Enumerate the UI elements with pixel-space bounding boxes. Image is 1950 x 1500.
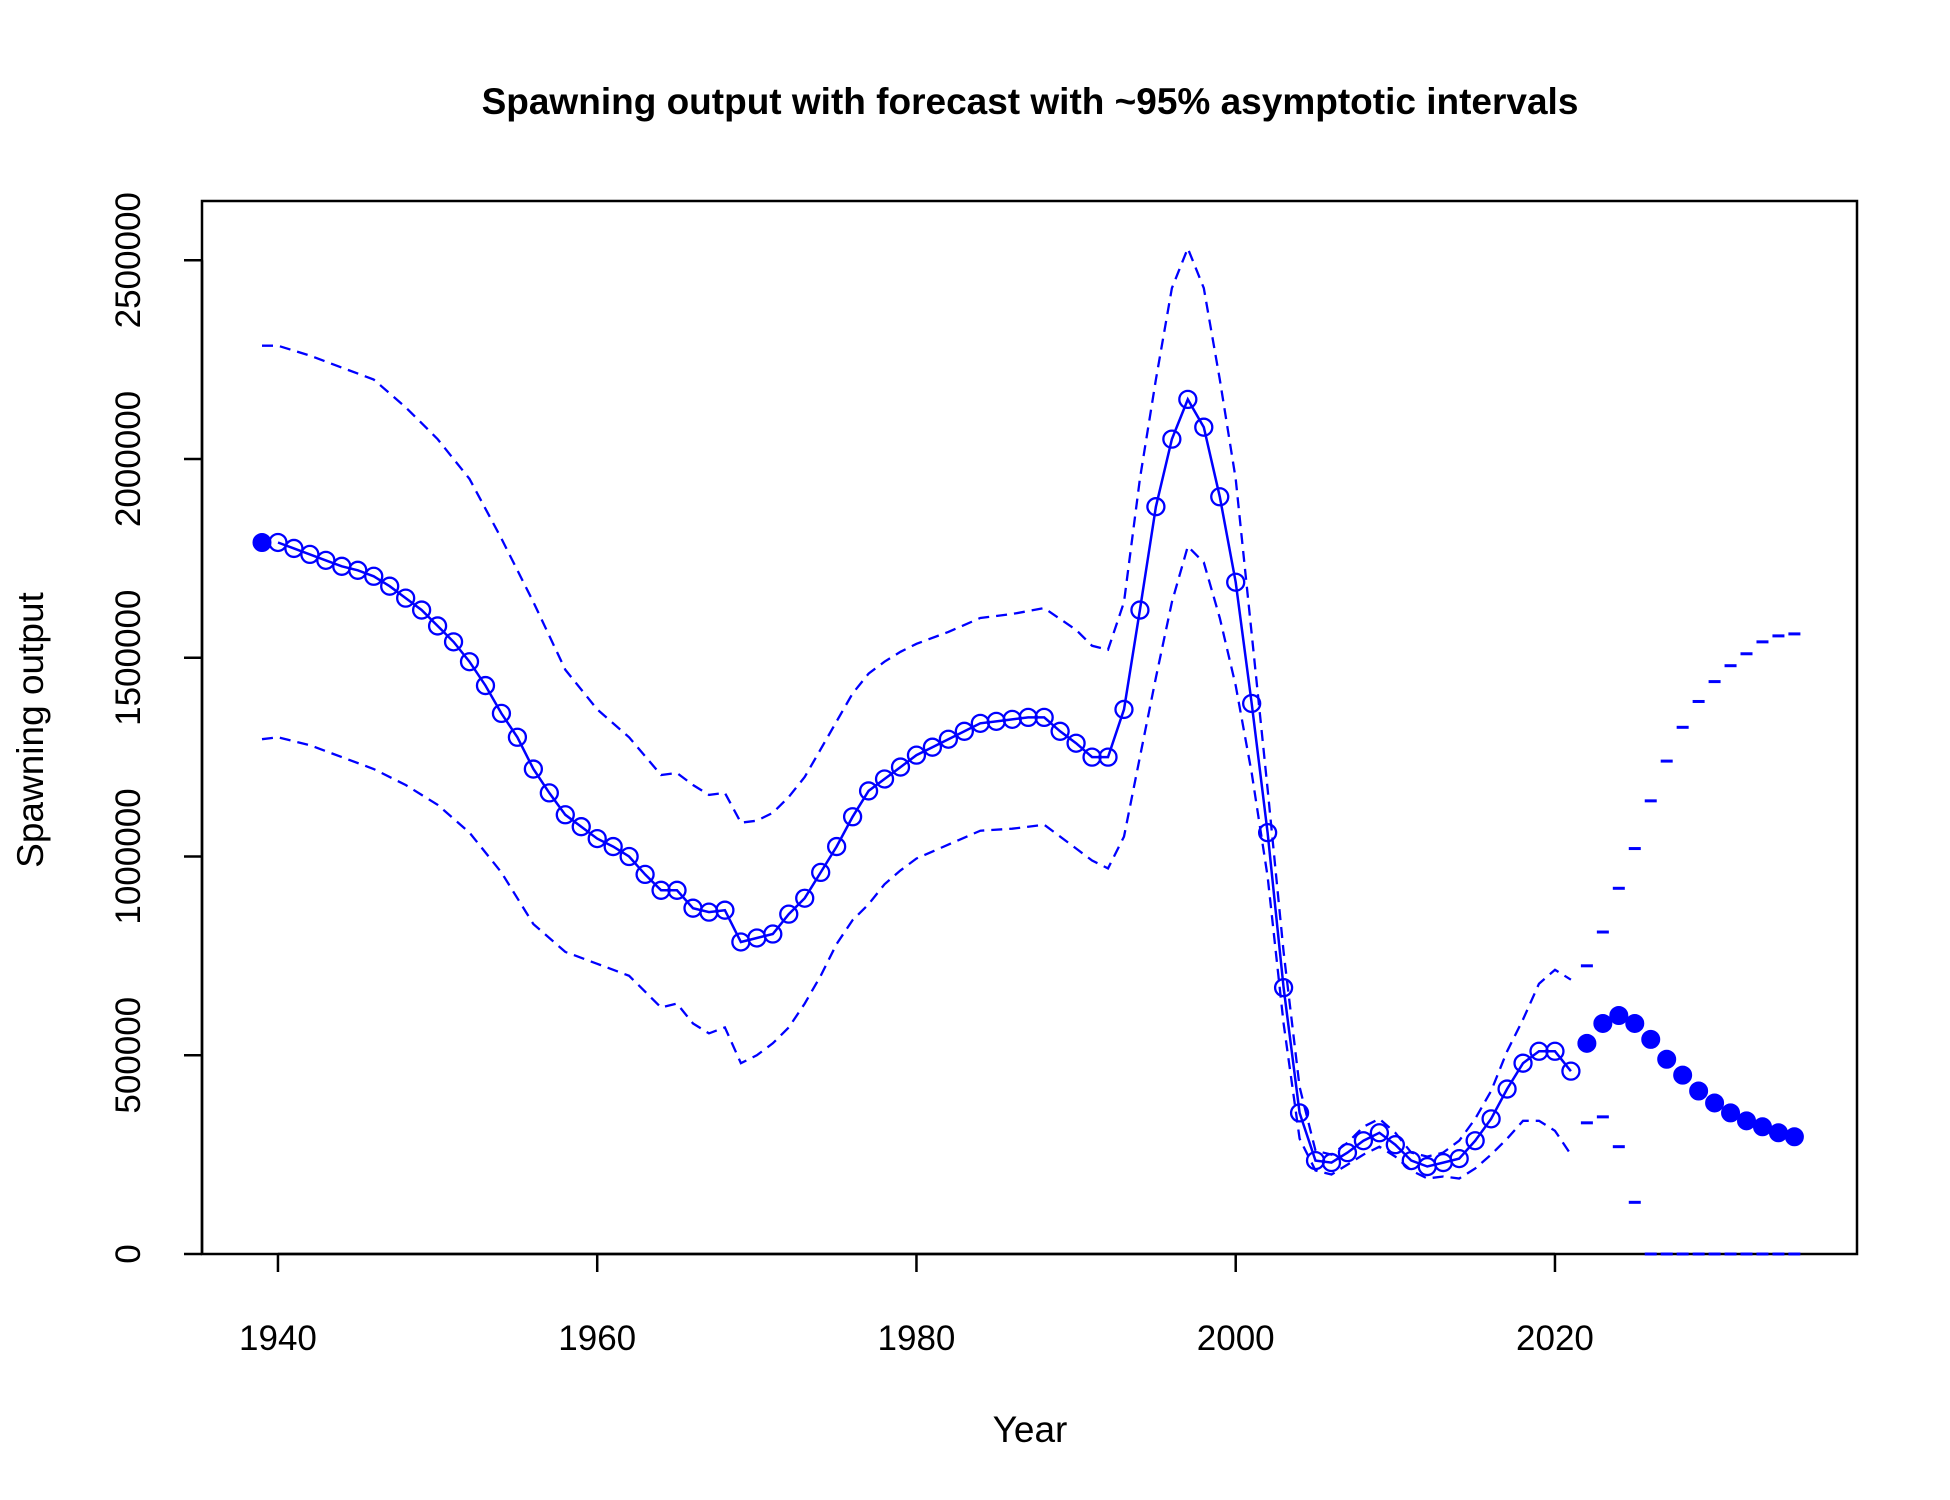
estimate-point bbox=[1449, 1148, 1469, 1169]
y-axis-label: Spawning output bbox=[10, 591, 51, 867]
forecast-point bbox=[1625, 1013, 1645, 1033]
estimate-point bbox=[667, 880, 687, 900]
chart-title: Spawning output with forecast with ~95% … bbox=[482, 81, 1579, 122]
x-tick-label: 1960 bbox=[558, 1319, 636, 1358]
estimate-point bbox=[1273, 978, 1294, 998]
estimate-point bbox=[555, 805, 575, 825]
estimate-point bbox=[475, 675, 496, 696]
estimate-point bbox=[1513, 1053, 1533, 1073]
estimate-point bbox=[763, 924, 783, 944]
estimate-line bbox=[277, 396, 1572, 1168]
estimate-point bbox=[1289, 1103, 1310, 1123]
estimate-point bbox=[1050, 721, 1070, 741]
estimate-point bbox=[1178, 389, 1198, 410]
estimate-point bbox=[443, 632, 464, 652]
forecast-point bbox=[1721, 1103, 1741, 1123]
estimate-point bbox=[523, 759, 544, 779]
series-layer bbox=[252, 245, 1804, 1256]
estimate-point bbox=[779, 904, 799, 924]
estimate-point bbox=[1242, 693, 1262, 714]
estimate-point bbox=[1226, 572, 1246, 592]
estimate-point bbox=[603, 836, 623, 857]
estimate-point bbox=[1545, 1041, 1565, 1061]
plot-frame bbox=[200, 199, 1859, 1256]
estimate-point bbox=[1257, 823, 1278, 843]
x-axis-label: Year bbox=[993, 1409, 1068, 1450]
estimate-point bbox=[1321, 1152, 1342, 1173]
y-tick-label: 2000000 bbox=[109, 391, 148, 527]
forecast-point bbox=[1657, 1049, 1677, 1069]
forecast-point bbox=[1593, 1013, 1613, 1033]
forecast-point bbox=[1689, 1081, 1709, 1101]
estimate-point bbox=[1146, 497, 1166, 517]
lower-interval-line bbox=[261, 544, 1572, 1180]
estimate-point bbox=[906, 745, 927, 765]
estimate-point bbox=[587, 828, 607, 849]
x-tick-label: 1980 bbox=[878, 1319, 956, 1358]
estimate-point bbox=[411, 600, 432, 620]
estimate-point bbox=[539, 783, 559, 803]
estimate-point bbox=[1369, 1123, 1390, 1143]
estimate-point bbox=[635, 864, 655, 885]
y-axis: 0 500000 1000000 1500000 2000000 2500000 bbox=[109, 192, 204, 1264]
estimate-point bbox=[842, 807, 863, 827]
estimate-point bbox=[1114, 699, 1134, 720]
estimate-point bbox=[1481, 1109, 1501, 1129]
estimate-point bbox=[874, 769, 895, 789]
estimate-point bbox=[459, 652, 480, 672]
x-tick-label: 2000 bbox=[1197, 1319, 1275, 1358]
initial-point bbox=[252, 532, 272, 552]
estimate-point bbox=[1337, 1142, 1358, 1163]
estimate-point bbox=[571, 817, 591, 837]
forecast-point bbox=[1577, 1033, 1597, 1053]
estimate-point bbox=[1561, 1061, 1581, 1081]
forecast-point bbox=[1673, 1065, 1693, 1085]
estimate-point bbox=[427, 616, 448, 636]
forecast-point bbox=[1752, 1117, 1772, 1137]
upper-interval-line bbox=[262, 245, 1572, 1158]
estimate-point bbox=[1162, 429, 1182, 449]
estimate-point bbox=[396, 588, 416, 608]
estimate-point bbox=[491, 703, 512, 724]
estimate-point bbox=[268, 532, 288, 553]
forecast-point bbox=[1609, 1006, 1629, 1025]
estimate-point bbox=[922, 737, 943, 757]
estimate-point bbox=[858, 781, 879, 801]
estimate-point bbox=[364, 566, 384, 586]
estimate-point bbox=[811, 862, 831, 883]
y-tick-label: 1500000 bbox=[109, 590, 148, 726]
estimate-point bbox=[954, 721, 974, 741]
estimate-point bbox=[938, 729, 959, 749]
estimate-point bbox=[715, 900, 735, 920]
forecast-point bbox=[1641, 1029, 1661, 1049]
estimate-point bbox=[1130, 600, 1150, 620]
estimate-point bbox=[1353, 1131, 1374, 1151]
estimate-point bbox=[1098, 747, 1118, 767]
y-tick-label: 2500000 bbox=[109, 192, 148, 328]
estimate-point bbox=[1194, 417, 1214, 437]
y-tick-label: 500000 bbox=[109, 997, 148, 1114]
estimate-point bbox=[380, 576, 400, 596]
estimate-point bbox=[1497, 1079, 1517, 1099]
forecast-point bbox=[1737, 1111, 1757, 1131]
estimate-point bbox=[619, 846, 639, 867]
estimate-point bbox=[1210, 487, 1230, 507]
y-tick-label: 0 bbox=[109, 1244, 148, 1263]
estimate-point bbox=[1465, 1131, 1485, 1151]
estimate-point bbox=[1066, 733, 1086, 753]
forecast-point bbox=[1705, 1093, 1725, 1113]
x-tick-label: 1940 bbox=[239, 1319, 317, 1358]
forecast-point bbox=[1768, 1123, 1788, 1143]
y-tick-label: 1000000 bbox=[109, 788, 148, 924]
estimate-point bbox=[827, 836, 847, 857]
x-axis: 1940 1960 1980 2000 2020 bbox=[239, 1252, 1594, 1358]
forecast-point bbox=[1784, 1127, 1804, 1147]
estimate-point bbox=[507, 727, 528, 747]
estimate-point bbox=[1385, 1135, 1405, 1155]
x-tick-label: 2020 bbox=[1516, 1319, 1594, 1358]
estimate-point bbox=[1034, 707, 1054, 728]
estimate-point bbox=[795, 888, 815, 908]
estimate-point bbox=[890, 757, 911, 777]
